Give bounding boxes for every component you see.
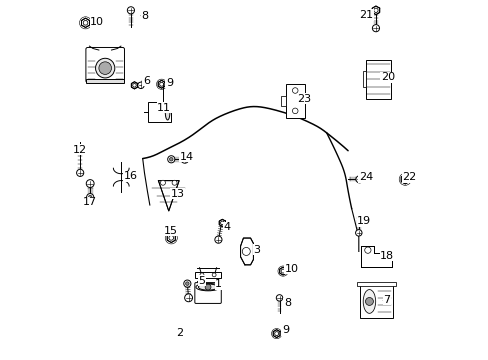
Bar [285, 84, 304, 118]
Text: 4: 4 [224, 222, 230, 232]
Bar [362, 71, 366, 87]
Circle shape [402, 177, 407, 181]
Text: 16: 16 [123, 171, 138, 181]
Polygon shape [158, 181, 179, 211]
Circle shape [132, 84, 136, 87]
Circle shape [364, 247, 370, 253]
Circle shape [220, 221, 224, 225]
Circle shape [212, 273, 216, 277]
Polygon shape [360, 246, 391, 267]
Text: 9: 9 [282, 325, 288, 335]
Circle shape [86, 180, 94, 188]
Polygon shape [158, 80, 164, 88]
Circle shape [372, 24, 379, 32]
Ellipse shape [198, 284, 217, 290]
FancyBboxPatch shape [194, 283, 221, 303]
Bar [86, 79, 124, 83]
Circle shape [277, 266, 287, 276]
Circle shape [172, 180, 177, 185]
Circle shape [355, 176, 363, 183]
Polygon shape [219, 219, 225, 226]
Circle shape [398, 173, 410, 185]
Circle shape [271, 328, 281, 339]
Circle shape [200, 273, 203, 277]
Polygon shape [131, 82, 137, 89]
Circle shape [156, 79, 166, 89]
Ellipse shape [95, 58, 115, 78]
Text: 19: 19 [356, 216, 370, 226]
Circle shape [83, 21, 88, 25]
Polygon shape [81, 18, 89, 27]
FancyBboxPatch shape [86, 48, 124, 82]
Bar [360, 284, 392, 319]
Text: 23: 23 [297, 94, 311, 104]
Bar [280, 96, 285, 106]
Text: 10: 10 [284, 264, 298, 274]
Circle shape [165, 232, 177, 244]
Text: 13: 13 [170, 189, 184, 199]
Circle shape [88, 195, 92, 199]
Text: 11: 11 [157, 103, 171, 113]
Circle shape [160, 82, 163, 86]
Circle shape [292, 108, 297, 114]
Bar [147, 102, 171, 122]
Circle shape [167, 156, 175, 163]
Bar [365, 60, 390, 99]
Circle shape [205, 284, 210, 290]
Ellipse shape [165, 104, 170, 120]
Circle shape [214, 236, 222, 243]
Text: 1: 1 [215, 279, 222, 289]
Circle shape [80, 17, 91, 29]
Circle shape [168, 235, 173, 240]
Circle shape [160, 180, 165, 185]
Text: 14: 14 [179, 152, 193, 162]
Circle shape [169, 157, 173, 161]
Text: 17: 17 [83, 197, 97, 207]
Text: 18: 18 [380, 251, 394, 261]
Text: 12: 12 [73, 145, 87, 155]
Text: 5: 5 [198, 276, 204, 286]
Ellipse shape [363, 289, 375, 313]
Circle shape [281, 269, 285, 273]
Text: 24: 24 [358, 172, 372, 182]
Circle shape [276, 295, 282, 301]
Text: 15: 15 [164, 226, 178, 236]
Text: 9: 9 [165, 78, 173, 88]
Circle shape [99, 62, 111, 75]
Circle shape [355, 230, 361, 236]
Polygon shape [401, 175, 408, 184]
Text: 8: 8 [283, 298, 290, 308]
Circle shape [77, 169, 83, 176]
Text: 7: 7 [382, 295, 389, 305]
Circle shape [127, 7, 134, 14]
Text: 3: 3 [253, 245, 260, 255]
Polygon shape [279, 267, 286, 275]
Circle shape [373, 8, 377, 13]
Circle shape [184, 294, 192, 302]
Text: 20: 20 [380, 72, 394, 82]
Bar [356, 282, 396, 286]
Circle shape [365, 297, 373, 305]
Circle shape [183, 280, 190, 287]
Circle shape [242, 247, 250, 256]
Text: 10: 10 [90, 17, 104, 27]
Circle shape [185, 282, 189, 285]
Text: 21: 21 [359, 10, 373, 20]
Text: 8: 8 [142, 11, 148, 21]
Text: 2: 2 [176, 328, 183, 338]
Circle shape [86, 194, 94, 201]
Circle shape [181, 156, 188, 163]
Bar [194, 272, 221, 278]
Polygon shape [167, 233, 175, 243]
Polygon shape [371, 6, 379, 15]
Text: 22: 22 [402, 172, 416, 182]
Circle shape [292, 88, 297, 93]
Circle shape [138, 82, 144, 89]
Polygon shape [273, 330, 280, 338]
Text: 6: 6 [142, 76, 149, 86]
Circle shape [274, 332, 278, 336]
Polygon shape [240, 238, 253, 265]
